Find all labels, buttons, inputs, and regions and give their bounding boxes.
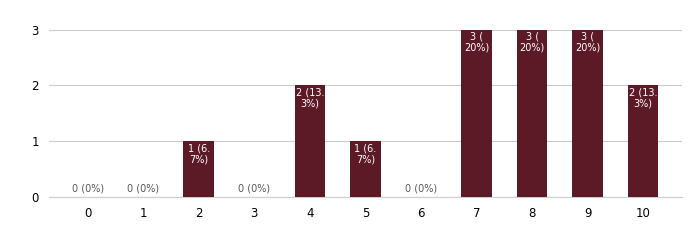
Text: 1 (6.
7%): 1 (6. 7%) [188, 143, 210, 164]
Bar [350, 141, 381, 197]
Text: 1 (6.
7%): 1 (6. 7%) [354, 143, 377, 164]
Text: 0 (0%): 0 (0%) [405, 183, 437, 193]
Bar [184, 141, 214, 197]
Text: 3 (
20%): 3 ( 20%) [519, 32, 545, 53]
Text: 2 (13.
3%): 2 (13. 3%) [629, 88, 658, 108]
Text: 0 (0%): 0 (0%) [72, 183, 104, 193]
Text: 2 (13.
3%): 2 (13. 3%) [296, 88, 324, 108]
Bar [294, 85, 325, 197]
Text: 0 (0%): 0 (0%) [238, 183, 270, 193]
Bar [517, 30, 547, 197]
Bar [461, 30, 492, 197]
Text: 3 (
20%): 3 ( 20%) [464, 32, 489, 53]
Bar [628, 85, 658, 197]
Text: 3 (
20%): 3 ( 20%) [575, 32, 600, 53]
Bar [572, 30, 603, 197]
Text: 0 (0%): 0 (0%) [127, 183, 159, 193]
